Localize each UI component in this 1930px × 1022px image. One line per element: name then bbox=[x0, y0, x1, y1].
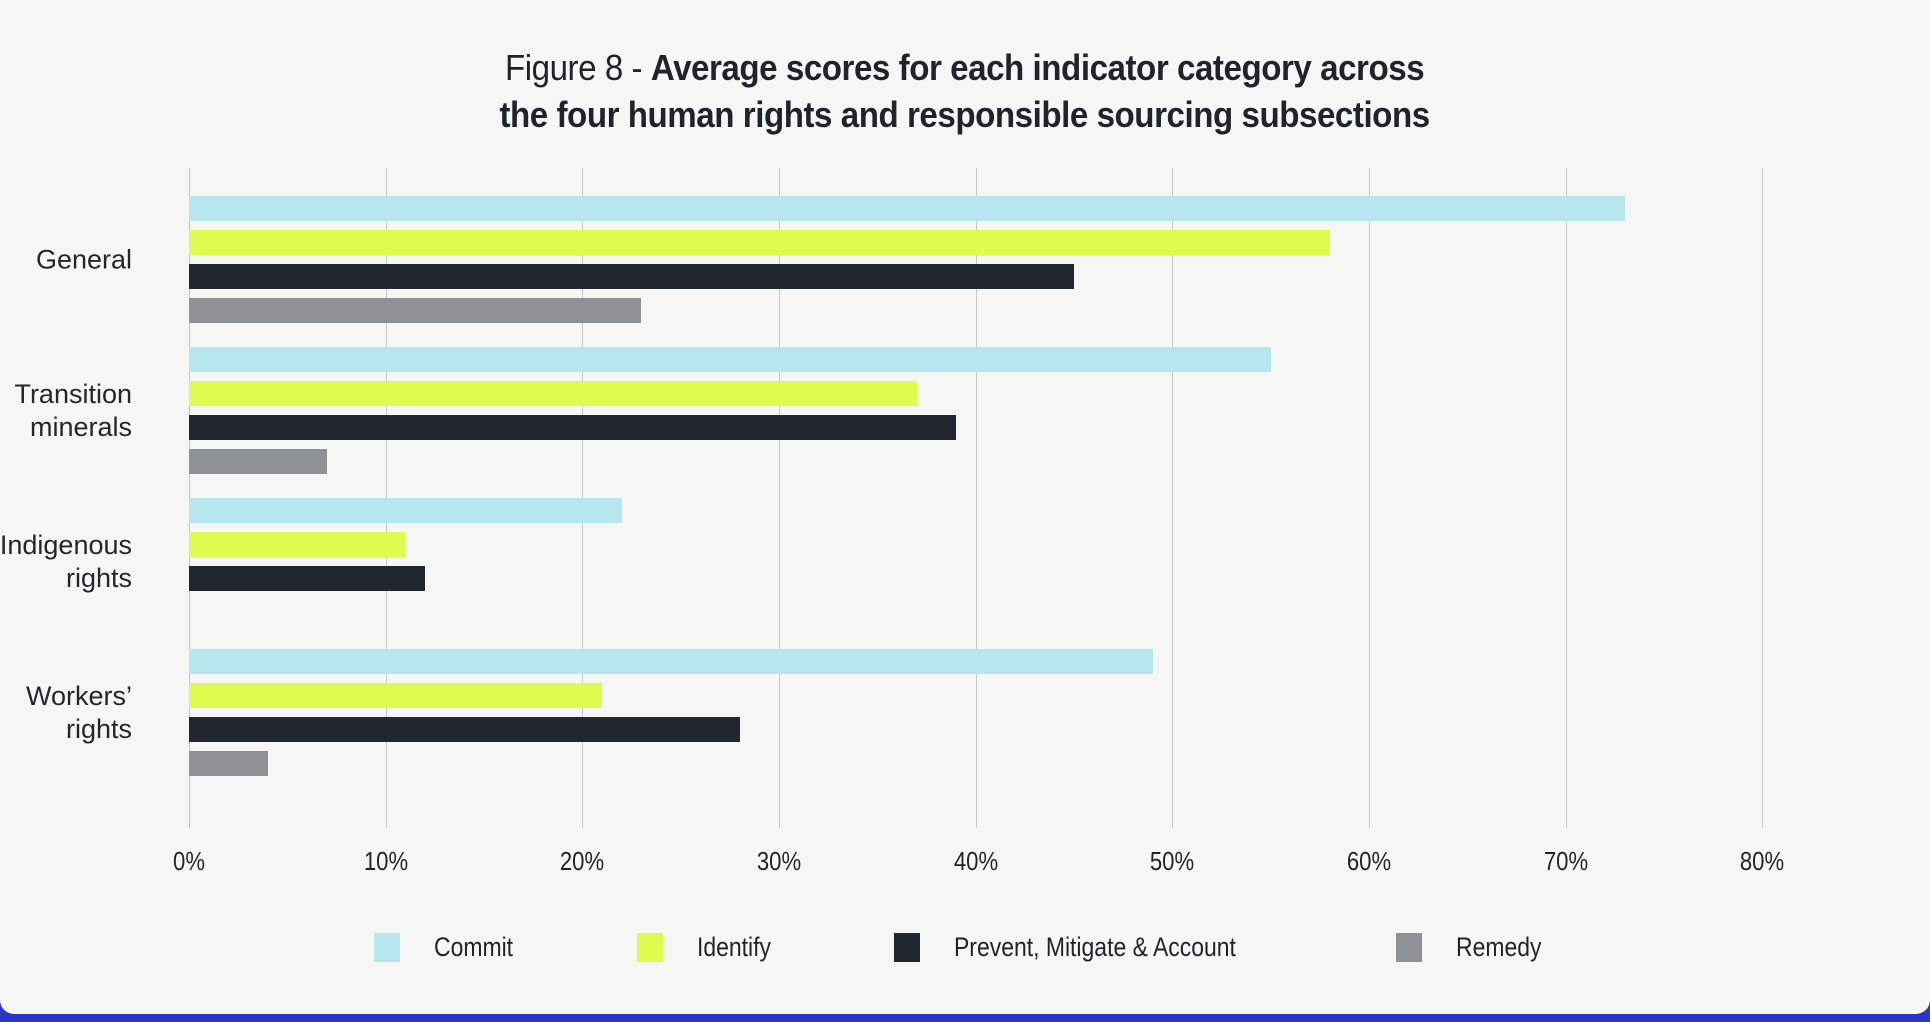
legend-item: Remedy bbox=[1395, 932, 1557, 963]
x-tick-label: 40% bbox=[953, 846, 998, 876]
bar-general-remedy bbox=[189, 298, 642, 323]
gridline bbox=[1172, 168, 1174, 828]
legend-label: Prevent, Mitigate & Account bbox=[953, 932, 1236, 962]
bar-workers-rights-commit bbox=[189, 649, 1153, 674]
category-label: Transition minerals bbox=[14, 378, 132, 442]
category-label: Workers’ rights bbox=[25, 680, 132, 744]
gridline bbox=[975, 168, 977, 828]
legend-item: Prevent, Mitigate & Account bbox=[893, 932, 1286, 963]
bar-transition-minerals-identify bbox=[189, 381, 917, 406]
gridline bbox=[1369, 168, 1370, 828]
legend-swatch bbox=[893, 933, 920, 962]
chart-title-line1: Figure 8 - Average scores for each indic… bbox=[505, 47, 1425, 88]
x-tick-label: 20% bbox=[560, 846, 605, 876]
gridline bbox=[779, 168, 780, 828]
bar-transition-minerals-remedy bbox=[189, 449, 327, 474]
gridline bbox=[1565, 168, 1567, 828]
legend-swatch bbox=[636, 933, 663, 962]
bar-transition-minerals-commit bbox=[189, 347, 1271, 372]
x-axis: 0% 10% 20% 30% 40% 50% 60% 70% 80% bbox=[173, 846, 1900, 880]
bar-indigenous-rights-identify bbox=[189, 532, 406, 557]
chart-title: Figure 8 - Average scores for each indic… bbox=[0, 44, 1930, 138]
x-tick-label: 30% bbox=[756, 846, 802, 876]
bar-workers-rights-remedy bbox=[189, 751, 268, 776]
bar-indigenous-rights-prevent-mitigate-account bbox=[189, 566, 425, 591]
category-label: Indigenous rights bbox=[0, 529, 132, 593]
bar-transition-minerals-prevent-mitigate-account bbox=[189, 415, 956, 440]
legend-label: Commit bbox=[433, 932, 513, 962]
gridline bbox=[1762, 168, 1764, 828]
legend-item: Identify bbox=[636, 932, 784, 963]
legend-swatch bbox=[373, 933, 400, 962]
legend-swatch bbox=[1395, 933, 1422, 962]
bar-workers-rights-identify bbox=[189, 683, 602, 708]
legend-label: Remedy bbox=[1455, 932, 1542, 962]
x-tick-label: 0% bbox=[173, 846, 205, 876]
bar-indigenous-rights-commit bbox=[189, 498, 622, 523]
bar-workers-rights-prevent-mitigate-account bbox=[189, 717, 740, 742]
x-tick-label: 60% bbox=[1346, 846, 1392, 876]
bar-general-identify bbox=[189, 230, 1330, 255]
bar-general-prevent-mitigate-account bbox=[189, 264, 1074, 289]
legend-label: Identify bbox=[696, 932, 771, 962]
x-tick-label: 50% bbox=[1150, 846, 1195, 876]
chart-title-line2: the four human rights and responsible so… bbox=[499, 94, 1431, 135]
x-tick-label: 80% bbox=[1740, 846, 1785, 876]
bar-general-commit bbox=[189, 196, 1625, 221]
category-label: General bbox=[35, 244, 132, 274]
bottom-accent-bar bbox=[0, 1014, 1930, 1022]
x-tick-label: 10% bbox=[363, 846, 408, 876]
plot-area: General Transition minerals Indigenous right… bbox=[0, 168, 1900, 828]
figure-number: Figure 8 - bbox=[505, 47, 652, 88]
legend-item: Commit bbox=[373, 932, 527, 963]
legend: Commit Identify Prevent, Mitigate & Accoun… bbox=[0, 932, 1930, 963]
x-tick-label: 70% bbox=[1543, 846, 1588, 876]
